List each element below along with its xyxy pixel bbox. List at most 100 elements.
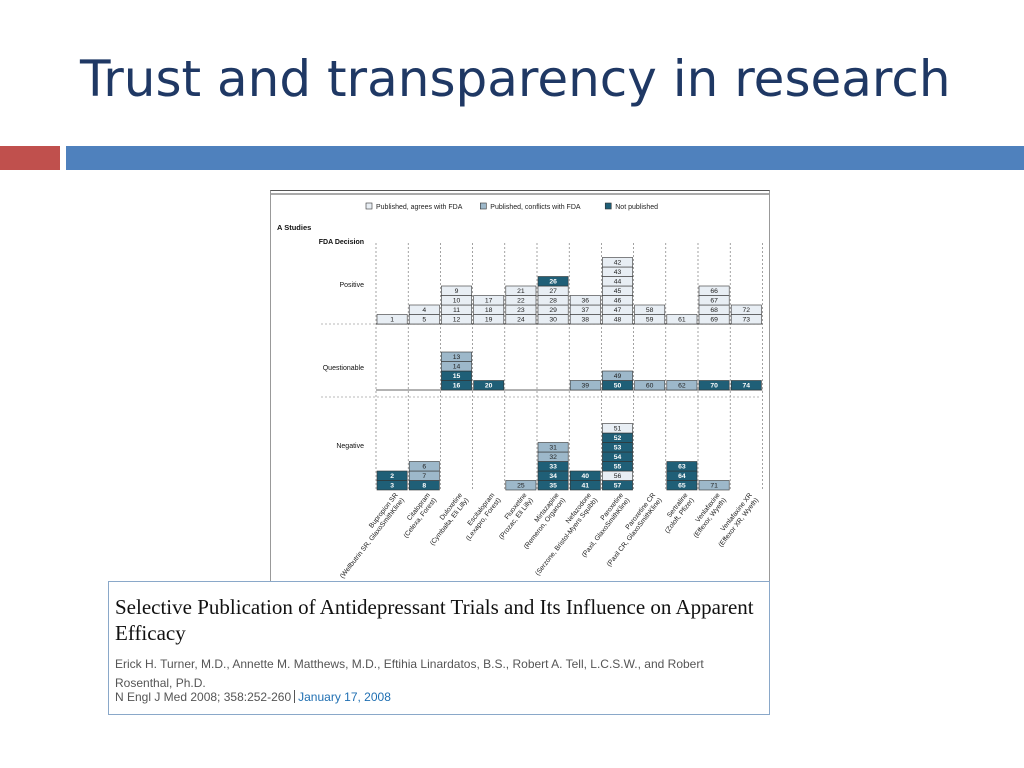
drug-company: (Wellbutrin SR, GlaxoSmithKline) [339,497,406,580]
study-cell-label: 13 [453,354,461,361]
study-cell-label: 10 [453,298,461,305]
study-cell-label: 23 [517,307,525,314]
study-cell-label: 64 [678,473,686,480]
slide-title: Trust and transparency in research [80,50,951,108]
legend-label: Published, agrees with FDA [376,204,463,211]
study-cell [698,380,730,391]
fda-decision-label: FDA Decision [319,239,364,246]
drug-axis-label: Bupropion SR(Wellbutrin SR, GlaxoSmithKl… [339,492,406,580]
legend-swatch [604,202,612,210]
study-cell-label: 46 [614,298,622,305]
study-cell-label: 37 [582,307,590,314]
study-cell [441,351,472,362]
legend-label: Published, conflicts with FDA [490,204,581,211]
study-cell [730,304,762,315]
study-cell-label: 54 [614,454,622,461]
study-cell-label: 14 [453,364,461,371]
article-authors: Erick H. Turner, M.D., Annette M. Matthe… [115,657,704,690]
study-cell [666,314,698,325]
study-cell [666,380,698,391]
accent-bar-blue [66,146,1024,170]
study-cell [473,295,505,306]
study-cell-label: 50 [614,383,622,390]
study-cell-label: 60 [646,383,654,390]
study-cell-label: 20 [485,383,493,390]
study-cell [666,461,698,472]
study-cell-label: 7 [422,473,426,480]
drug-axis-label: Sertraline(Zoloft, Pfizer) [664,492,696,535]
legend-swatch [480,202,487,210]
study-cell [376,314,408,325]
study-cell-label: 11 [453,307,460,314]
study-cell [537,276,569,287]
study-cell [473,380,505,391]
study-grid-chart: Published, agrees with FDA Published, con… [271,193,769,580]
study-cell-label: 38 [582,317,590,324]
study-cell-label: 21 [517,288,525,295]
study-cell-label: 68 [710,307,718,314]
study-cell-label: 45 [614,288,622,295]
study-cell-label: 70 [710,383,718,390]
study-cell-label: 19 [485,317,493,324]
study-cell-label: 4 [422,307,426,314]
study-cell-label: 39 [582,383,590,390]
study-cell [505,480,537,491]
study-cell-label: 35 [549,483,557,490]
study-cell-label: 32 [549,454,557,461]
study-cell [505,285,537,296]
study-cell-label: 47 [614,307,622,314]
separator [294,690,296,703]
study-cell-label: 27 [549,288,557,295]
study-cell-label: 71 [710,483,718,490]
study-cell-label: 55 [614,464,622,471]
study-figure: Published, agrees with FDA Published, con… [270,190,770,583]
study-cell-label: 33 [549,464,557,471]
row-label: Questionable [323,365,364,372]
study-cell-label: 3 [390,483,394,490]
study-cell-label: 49 [614,373,622,380]
study-cell-label: 73 [743,317,751,324]
study-cell-label: 36 [582,298,590,305]
study-cell-label: 57 [614,483,622,490]
study-cell-label: 31 [549,445,557,452]
article-title[interactable]: Selective Publication of Antidepressant … [115,595,754,645]
study-cell-label: 16 [453,383,461,390]
study-cell [634,380,666,391]
study-cell-label: 56 [614,473,622,480]
drug-axis-label: Paroxetine CR(Paxil CR, GlaxoSmithKline) [606,492,664,568]
study-cell [408,304,440,315]
study-cell-label: 5 [422,317,426,324]
accent-bar-red [0,146,60,170]
study-cell-label: 44 [614,279,622,286]
row-label: Positive [339,282,364,289]
journal-line: N Engl J Med 2008; 358:252-260 January 17… [115,690,391,704]
publication-date[interactable]: January 17, 2008 [298,690,391,704]
study-cell-label: 62 [678,383,686,390]
study-cell-label: 74 [743,383,751,390]
study-cell [569,295,601,306]
study-cell-label: 41 [582,483,590,490]
study-cell-label: 42 [614,260,622,267]
study-cell [698,285,730,296]
study-cell-label: 30 [549,317,557,324]
legend-swatch [365,202,373,210]
study-cell-label: 58 [646,307,654,314]
study-cell [569,470,601,481]
study-cell [376,470,408,481]
study-cell-label: 63 [678,464,686,471]
study-cell [441,285,472,296]
study-cell-label: 22 [517,298,525,305]
study-cell [730,380,762,391]
study-cell [602,423,633,434]
study-cell-label: 6 [422,464,426,471]
study-cell-label: 29 [549,307,557,314]
study-cell-label: 17 [485,298,493,305]
study-cell [602,370,633,381]
study-cell-label: 40 [582,473,590,480]
journal-reference: N Engl J Med 2008; 358:252-260 [115,690,292,704]
study-cell-label: 25 [517,483,525,490]
study-cell-label: 1 [390,317,394,324]
study-cell-label: 69 [710,317,718,324]
study-cell-label: 53 [614,445,622,452]
study-cell-label: 18 [485,307,493,314]
